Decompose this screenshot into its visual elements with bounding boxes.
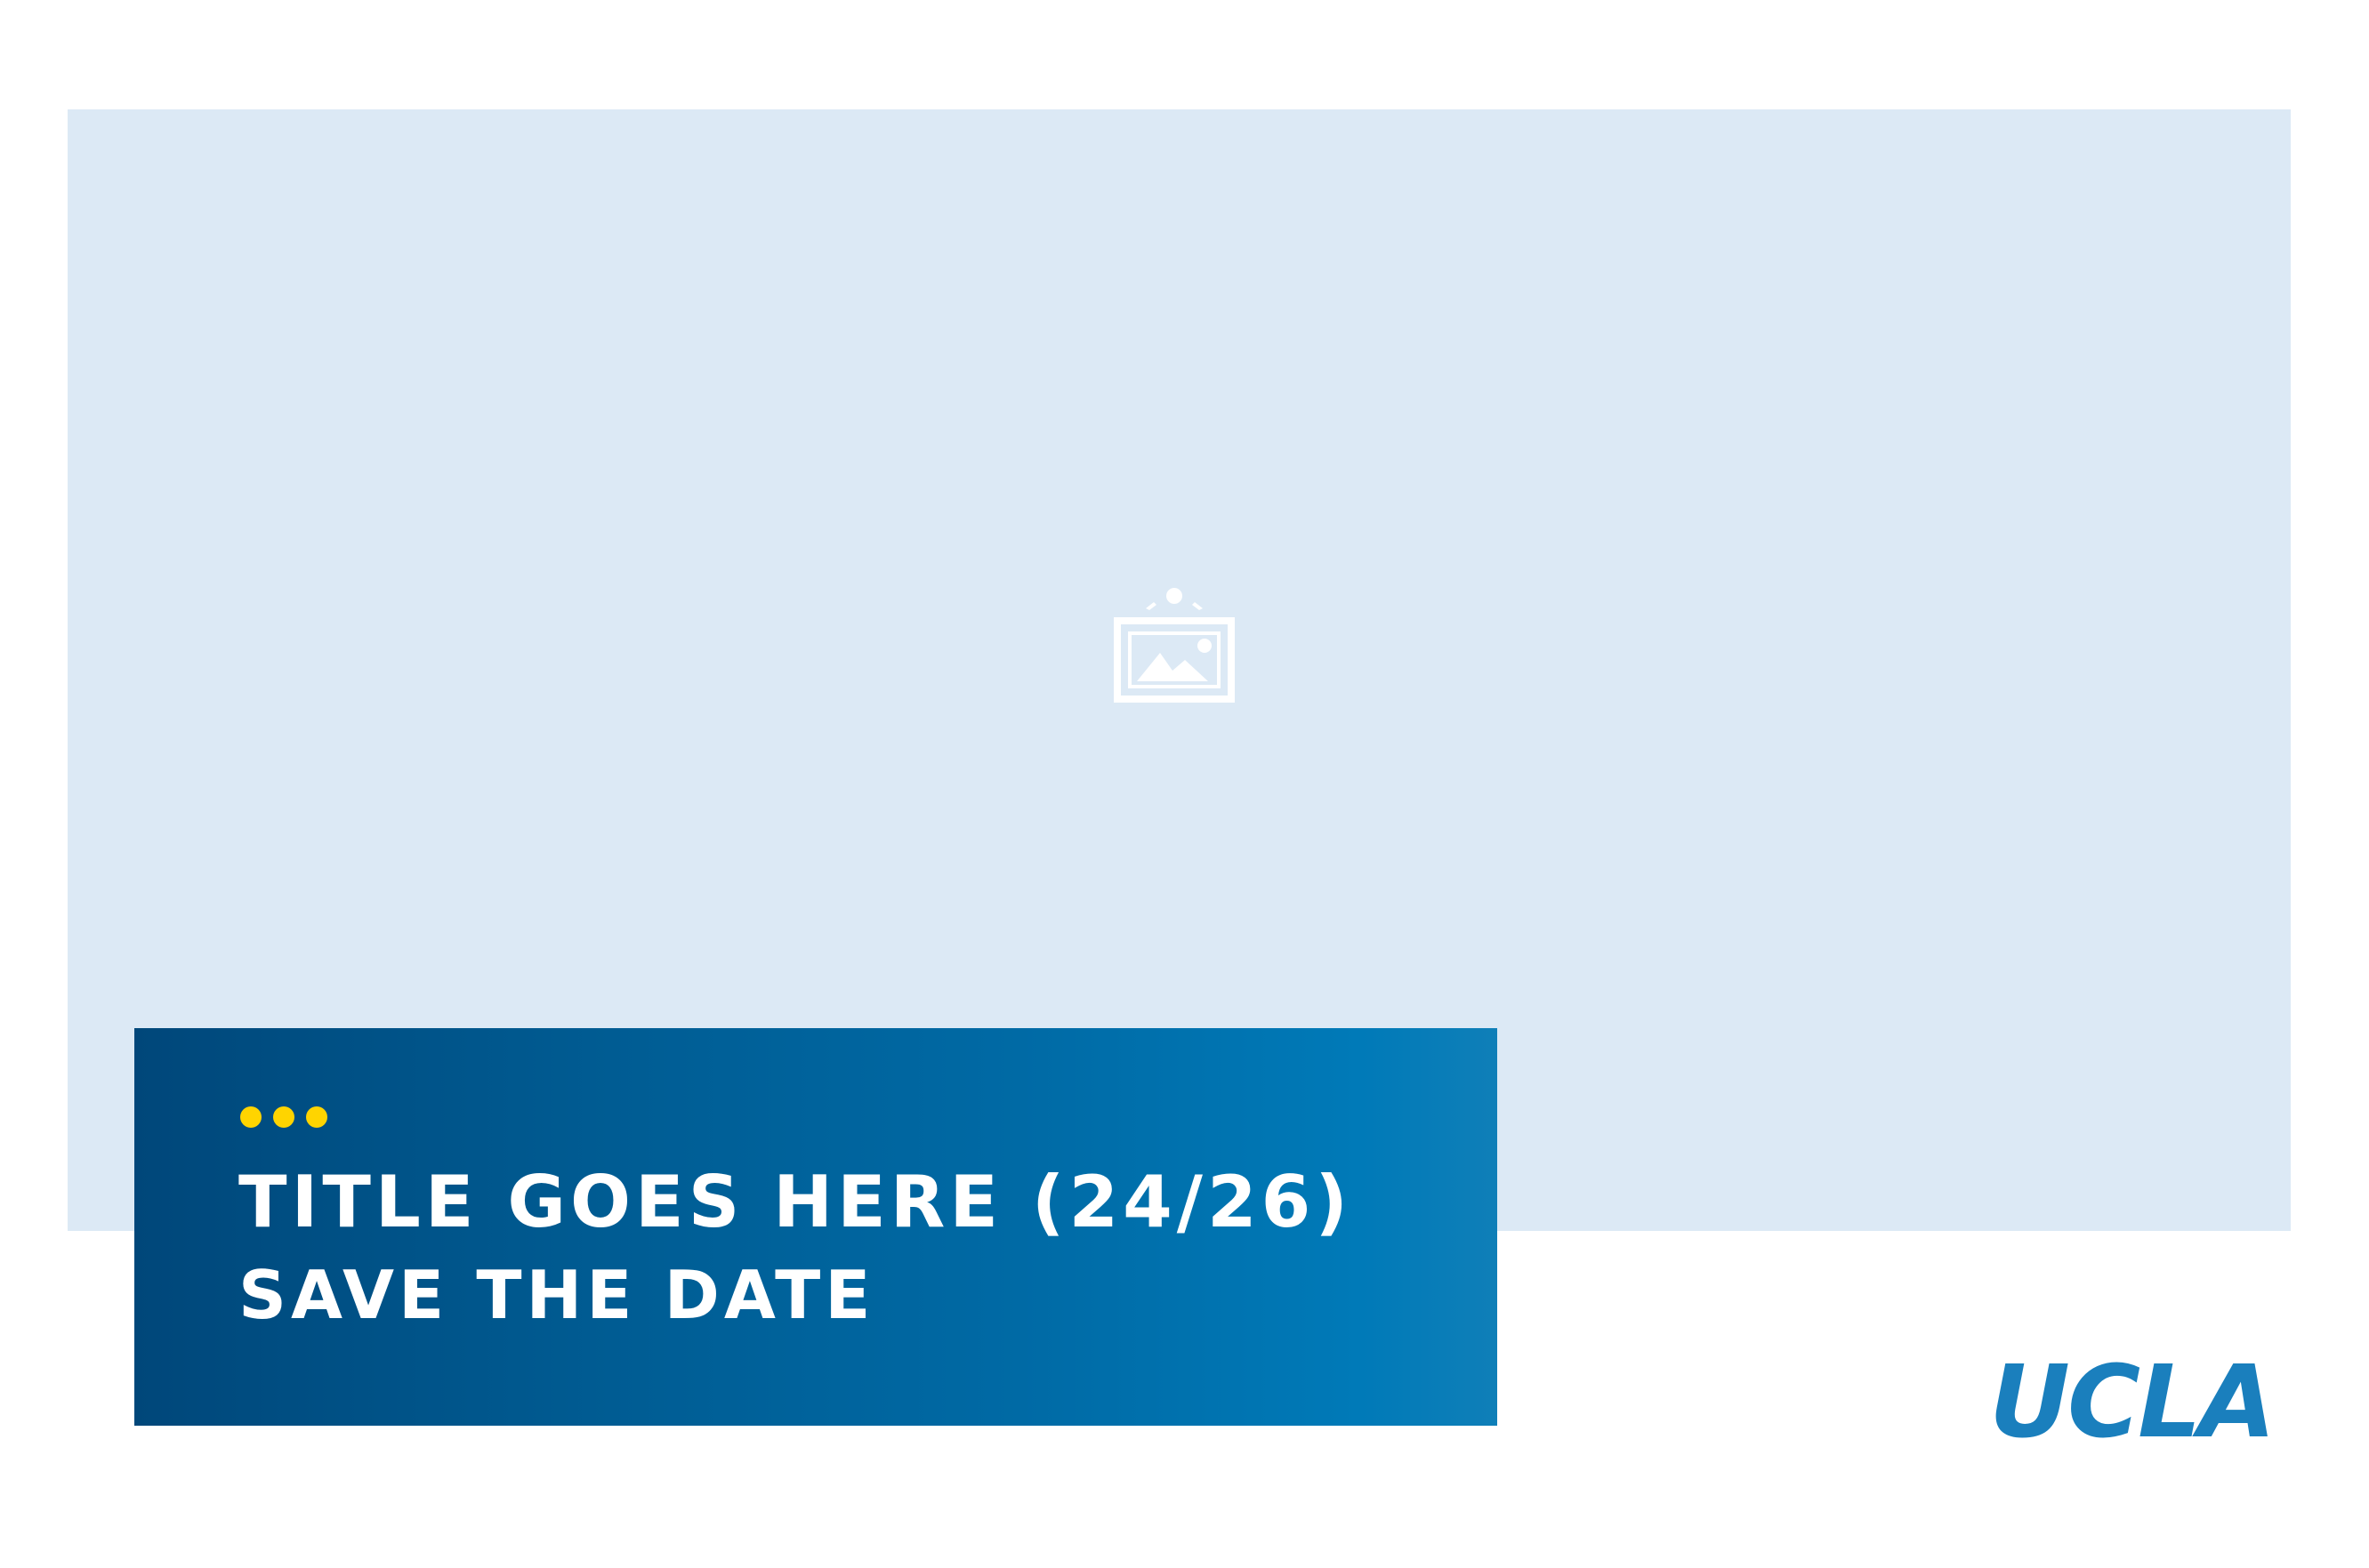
image-placeholder-icon xyxy=(1114,588,1235,703)
three-dots-icon xyxy=(240,1106,327,1128)
dot xyxy=(306,1106,327,1128)
dot xyxy=(240,1106,262,1128)
title-panel: TITLE GOES HERE (24/26) SAVE THE DATE xyxy=(134,1028,1497,1426)
save-the-date-label: SAVE THE DATE xyxy=(238,1256,875,1334)
ucla-logo: UCLA xyxy=(1989,1345,2276,1460)
event-title: TITLE GOES HERE (24/26) xyxy=(238,1161,1352,1243)
dot xyxy=(273,1106,294,1128)
